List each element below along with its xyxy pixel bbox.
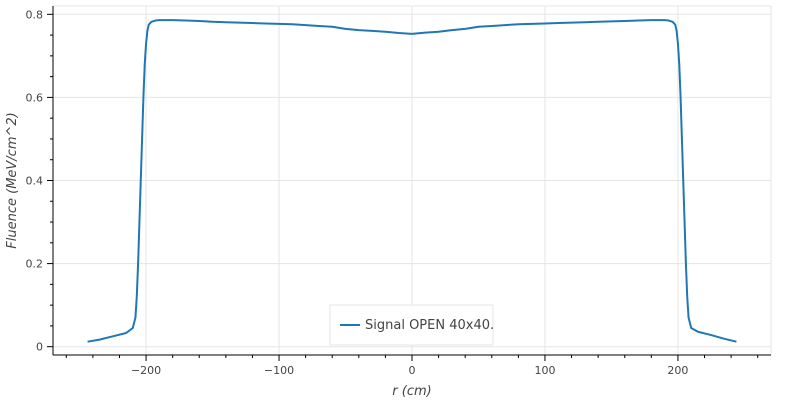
x-axis-label: r (cm) — [392, 384, 431, 399]
y-tick-label: 0.8 — [26, 8, 44, 21]
x-tick-label: −200 — [131, 364, 161, 377]
y-tick-label: 0.2 — [26, 258, 44, 271]
x-tick-label: 0 — [409, 364, 416, 377]
x-tick-label: 100 — [534, 364, 555, 377]
x-tick-label: 200 — [667, 364, 688, 377]
grid — [53, 6, 771, 355]
y-tick-label: 0.4 — [26, 175, 44, 188]
y-tick-label: 0.6 — [26, 91, 44, 104]
x-tick-label: −100 — [264, 364, 294, 377]
y-axis-label: Fluence (MeV/cm^2) — [5, 112, 20, 248]
y-tick-label: 0 — [36, 341, 43, 354]
legend-label: Signal OPEN 40x40. — [365, 318, 494, 333]
legend: Signal OPEN 40x40. — [329, 304, 494, 346]
series-line — [87, 19, 737, 343]
axes: −200 −100 0 100 200 0 0.2 0.4 0.6 0.8 — [26, 6, 771, 377]
series-layer — [87, 19, 737, 343]
